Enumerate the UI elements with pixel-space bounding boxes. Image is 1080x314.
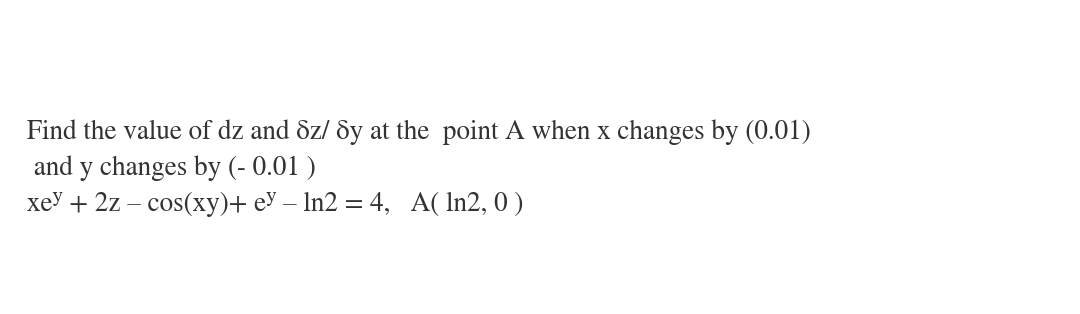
Text: Find the value of dz and δz/ δy at the  point A when x changes by (0.01)
 and y : Find the value of dz and δz/ δy at the p… xyxy=(27,119,811,217)
